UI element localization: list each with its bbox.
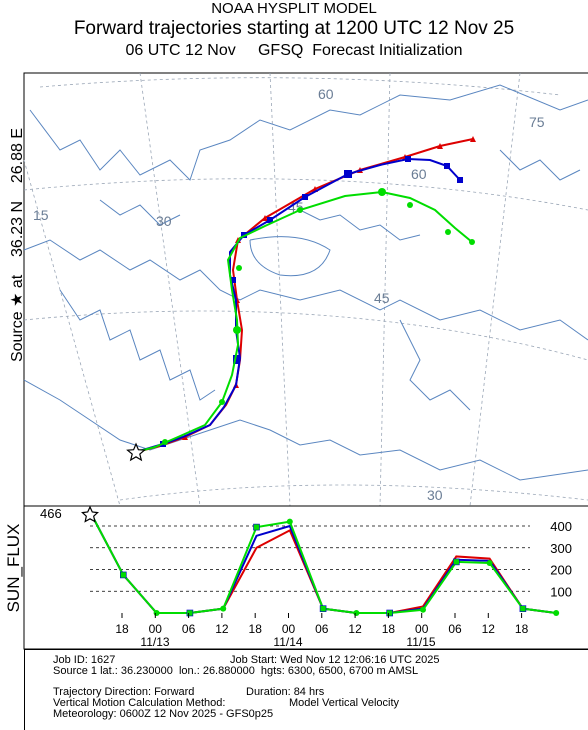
flux-point-marker bbox=[253, 523, 260, 531]
flux-xtick-label: 00 bbox=[149, 622, 163, 636]
flux-date-label: 11/14 bbox=[273, 635, 302, 649]
map-graticule bbox=[23, 72, 588, 507]
flux-xtick-label: 06 bbox=[315, 622, 329, 636]
trajectory-blue-line bbox=[135, 157, 461, 453]
lat-label-30: 30 bbox=[427, 487, 443, 503]
flux-xtick-label: 12 bbox=[215, 622, 229, 636]
flux-point-marker bbox=[420, 606, 426, 613]
job-start: Job Start: Wed Nov 12 12:06:16 UTC 2025 bbox=[230, 654, 440, 666]
flux-date-label: 11/13 bbox=[140, 635, 169, 649]
meteorology: Meteorology: 0600Z 12 Nov 2025 - GFS0p25 bbox=[53, 708, 274, 720]
flux-point-marker bbox=[153, 610, 160, 616]
flux-frame bbox=[23, 505, 588, 650]
flux-xtick-label: 18 bbox=[515, 622, 529, 636]
initialization-subtitle: 06 UTC 12 Nov GFSQ Forecast Initializati… bbox=[125, 42, 463, 59]
flux-point-marker bbox=[319, 605, 327, 612]
trajectory-title: Forward trajectories starting at 1200 UT… bbox=[73, 18, 515, 39]
flux-xtick-label: 00 bbox=[415, 622, 429, 636]
flux-point-marker bbox=[186, 609, 194, 617]
metadata-footer: Job ID: 1627 Job Start: Wed Nov 12 12:06… bbox=[24, 649, 588, 730]
flux-xtick-label: 06 bbox=[182, 622, 196, 636]
flux-xtick-label: 06 bbox=[448, 622, 462, 636]
trajectory-green-line bbox=[135, 190, 473, 453]
source-star-marker bbox=[126, 442, 146, 462]
flux-ytick-label: 300 bbox=[550, 541, 572, 556]
flux-point-marker bbox=[452, 558, 460, 566]
flux-point-marker bbox=[553, 610, 560, 616]
trajectory-green-markers bbox=[162, 188, 475, 445]
flux-ytick-label: 200 bbox=[550, 563, 572, 578]
flux-point-marker bbox=[220, 605, 227, 612]
model-title: NOAA HYSPLIT MODEL bbox=[211, 0, 377, 17]
flux-series-line-3 bbox=[89, 511, 557, 614]
flux-xtick-label: 12 bbox=[348, 622, 362, 636]
flux-point-marker bbox=[286, 518, 293, 525]
flux-point-marker bbox=[353, 610, 360, 616]
lon-label-75: 75 bbox=[529, 114, 545, 130]
flux-ytick-label: 100 bbox=[550, 584, 572, 599]
job-id: Job ID: 1627 bbox=[53, 654, 116, 666]
vertical-model: Model Vertical Velocity bbox=[289, 697, 400, 709]
lat-label-60: 60 bbox=[318, 86, 334, 102]
flux-xtick-label: 00 bbox=[282, 622, 296, 636]
lon-label-15: 15 bbox=[33, 207, 49, 223]
flux-xtick-label: 18 bbox=[249, 622, 263, 636]
flux-xtick-label: 18 bbox=[382, 622, 396, 636]
lat-label-45: 45 bbox=[374, 290, 390, 306]
source-info: Source 1 lat.: 36.230000 lon.: 26.880000… bbox=[53, 665, 419, 677]
trajectory-direction: Trajectory Direction: Forward bbox=[53, 686, 195, 698]
start-value-label: 466 bbox=[40, 506, 62, 521]
flux-point-marker bbox=[386, 609, 394, 617]
flux-date-label: 11/15 bbox=[406, 635, 435, 649]
flux-point-marker bbox=[486, 559, 493, 566]
flux-start-star-marker bbox=[81, 505, 99, 523]
flux-xtick-label: 12 bbox=[482, 622, 496, 636]
vertical-method: Vertical Motion Calculation Method: bbox=[53, 697, 226, 709]
flux-xtick-label: 18 bbox=[115, 622, 129, 636]
flux-point-marker bbox=[519, 605, 527, 612]
lon-label-30: 30 bbox=[156, 213, 172, 229]
flux-point-marker bbox=[120, 571, 127, 579]
flux-ytick-label: 400 bbox=[550, 519, 572, 534]
duration: Duration: 84 hrs bbox=[246, 686, 325, 698]
lon-label-60: 60 bbox=[411, 166, 427, 182]
coastlines bbox=[23, 84, 588, 481]
